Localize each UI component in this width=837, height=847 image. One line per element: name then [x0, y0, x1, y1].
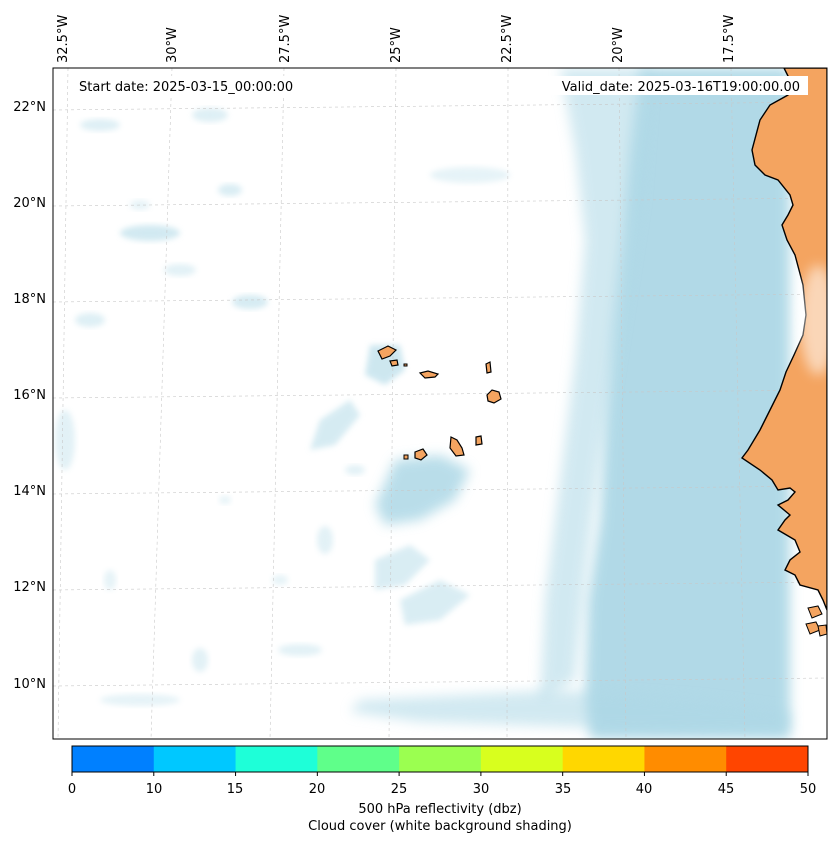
- colorbar-segment: [644, 746, 727, 772]
- colorbar-tick-label: 15: [227, 782, 244, 797]
- lat-label: 10°N: [13, 677, 46, 692]
- lat-label: 22°N: [13, 100, 46, 115]
- colorbar-ticks: 0 10 15 20 25 30 35 40 45 50: [68, 772, 816, 797]
- lon-label: 25°W: [389, 27, 404, 63]
- map-area: Start date: 2025-03-15_00:00:00 Valid_da…: [53, 68, 827, 739]
- colorbar-segment: [317, 746, 400, 772]
- valid-date-box: [538, 76, 808, 95]
- lat-label: 16°N: [13, 388, 46, 403]
- map-border: [52, 67, 828, 740]
- colorbar-segment: [235, 746, 318, 772]
- colorbar-tick-label: 0: [68, 782, 76, 797]
- colorbar-segment: [153, 746, 237, 772]
- lat-label: 18°N: [13, 292, 46, 307]
- colorbar-sublabel: Cloud cover (white background shading): [308, 819, 572, 834]
- colorbar-tick-label: 40: [636, 782, 653, 797]
- island-santiago: [449, 436, 465, 457]
- island-brava: [403, 454, 409, 460]
- lat-label: 20°N: [13, 196, 46, 211]
- cloud-cover-layer: [55, 68, 790, 739]
- colorbar-tick-label: 10: [146, 782, 163, 797]
- start-date-label: Start date: 2025-03-15_00:00:00: [79, 80, 293, 95]
- colorbar-segment: [562, 746, 645, 772]
- coastal-island: [807, 605, 823, 619]
- island-santo-antao: [377, 345, 398, 360]
- lon-label: 17.5°W: [722, 15, 737, 63]
- lon-label: 27.5°W: [278, 15, 293, 63]
- africa-landmass: [740, 68, 827, 611]
- colorbar-segments: [72, 746, 809, 772]
- island-maio: [475, 435, 483, 446]
- lon-label: 22.5°W: [500, 15, 515, 63]
- longitude-labels: 32.5°W 30°W 27.5°W 25°W 22.5°W 20°W 17.5…: [56, 15, 737, 63]
- colorbar: 0 10 15 20 25 30 35 40 45 50 500 hPa ref…: [68, 745, 816, 834]
- colorbar-segment: [399, 746, 482, 772]
- colorbar-tick-label: 20: [309, 782, 326, 797]
- colorbar-segment: [480, 746, 564, 772]
- colorbar-segment: [726, 746, 809, 772]
- colorbar-tick-label: 25: [391, 782, 408, 797]
- island-santa-luzia: [403, 363, 408, 367]
- colorbar-label: 500 hPa reflectivity (dbz): [358, 802, 521, 817]
- colorbar-tick-label: 50: [800, 782, 817, 797]
- map-gridlines: [53, 68, 827, 739]
- coastal-island: [817, 624, 827, 637]
- island-boa-vista: [486, 389, 502, 404]
- colorbar-tick-label: 35: [555, 782, 572, 797]
- lon-label: 32.5°W: [56, 15, 71, 63]
- colorbar-border: [71, 745, 809, 773]
- lon-label: 20°W: [611, 27, 626, 63]
- island-sal: [485, 361, 492, 374]
- island-sao-vicente: [389, 359, 399, 367]
- cape-verde-islands: [377, 345, 502, 461]
- island-sao-nicolau: [418, 370, 440, 379]
- island-fogo: [414, 448, 428, 461]
- latitude-labels: 22°N 20°N 18°N 16°N 14°N 12°N 10°N: [13, 100, 46, 692]
- start-date-box: [71, 76, 316, 95]
- colorbar-tick-label: 30: [473, 782, 490, 797]
- lat-label: 14°N: [13, 484, 46, 499]
- lon-label: 30°W: [165, 27, 180, 63]
- lat-label: 12°N: [13, 580, 46, 595]
- cloud-over-land: [800, 265, 827, 375]
- colorbar-segment: [72, 746, 155, 772]
- colorbar-tick-label: 45: [718, 782, 735, 797]
- valid-date-label: Valid_date: 2025-03-16T19:00:00.00: [562, 80, 800, 95]
